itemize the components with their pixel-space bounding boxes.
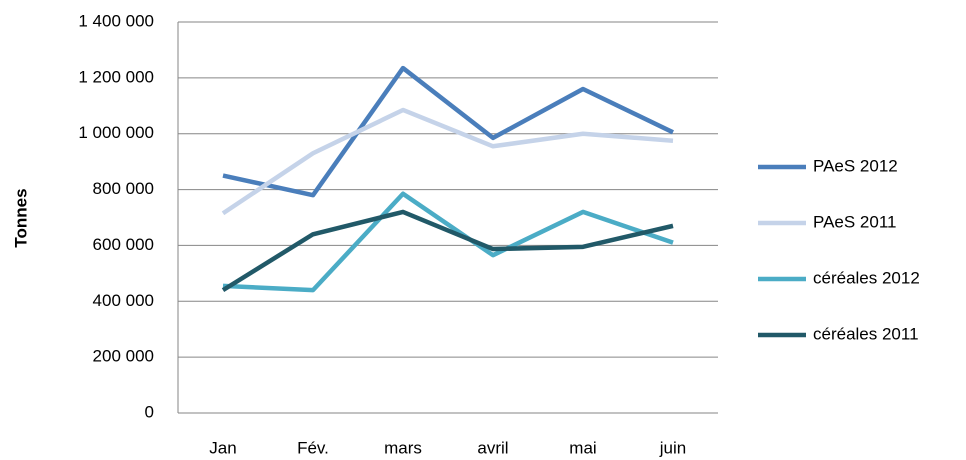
y-tick-label: 800 000 (93, 179, 154, 198)
y-tick-label: 1 000 000 (78, 123, 154, 142)
x-tick-label: Fév. (297, 438, 329, 457)
series-line (222, 65, 674, 198)
x-tick-label: juin (659, 438, 686, 457)
y-tick-label: 200 000 (93, 347, 154, 366)
y-tick-label: 400 000 (93, 291, 154, 310)
series-line (222, 191, 674, 293)
series-line (221, 209, 674, 293)
x-tick-label: mai (569, 438, 596, 457)
y-tick-label: 600 000 (93, 235, 154, 254)
x-tick-label: mars (384, 438, 422, 457)
y-tick-label: 1 400 000 (78, 11, 154, 30)
legend-label: PAeS 2012 (813, 156, 898, 175)
legend-label: céréales 2011 (813, 324, 919, 343)
legend-label: céréales 2012 (813, 268, 920, 287)
y-tick-label: 1 200 000 (78, 67, 154, 86)
y-axis-label: Tonnes (11, 188, 30, 247)
x-tick-label: Jan (209, 438, 236, 457)
y-tick-label: 0 (145, 402, 154, 421)
legend-label: PAeS 2011 (813, 212, 897, 231)
series-line (221, 107, 674, 216)
x-tick-label: avril (477, 438, 508, 457)
